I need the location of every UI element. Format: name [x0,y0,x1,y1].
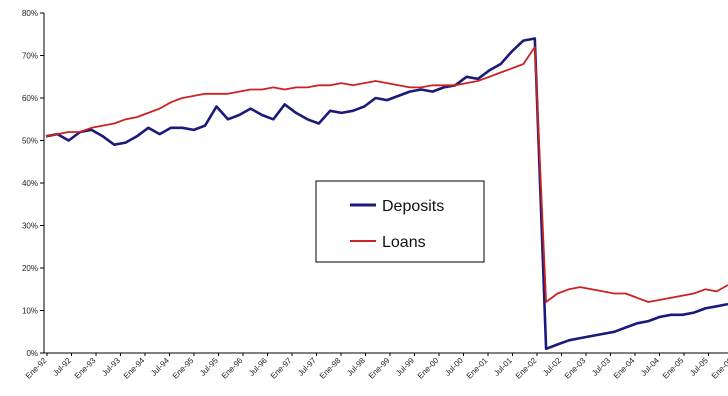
x-tick-label: Ene-00 [416,356,441,381]
x-tick-label: Ene-94 [122,356,147,381]
x-tick-label: Jul-96 [247,356,269,378]
x-tick-label: Ene-93 [73,356,98,381]
y-tick-label: 80% [22,9,38,18]
y-tick-label: 10% [22,307,38,316]
x-tick-label: Jul-04 [639,356,661,378]
x-tick-label: Jul-99 [394,356,416,378]
y-tick-label: 60% [22,94,38,103]
y-tick-label: 40% [22,179,38,188]
legend: Deposits Loans [315,180,485,263]
x-tick-label: Jul-00 [443,356,465,378]
x-tick-label: Ene-97 [269,356,294,381]
x-tick-label: Ene-03 [563,356,588,381]
x-tick-label: Jul-01 [492,356,514,378]
x-axis: Ene-92 Jul-92 Ene-93 Jul-93 Ene-94 Jul-94 Ene-… [24,352,728,381]
x-tick-label: Ene-04 [612,356,637,381]
x-tick-label: Jul-03 [590,356,612,378]
x-tick-label: Jul-97 [296,356,318,378]
x-tick-label: Ene-06 [710,356,728,381]
y-tick-label: 30% [22,222,38,231]
legend-box [315,180,485,263]
y-tick-label: 0% [26,349,38,358]
x-tick-label: Jul-05 [688,356,710,378]
x-tick-label: Ene-95 [171,356,196,381]
legend-label-deposits: Deposits [382,198,444,215]
x-tick-label: Ene-99 [367,356,392,381]
x-tick-label: Ene-02 [514,356,539,381]
x-tick-label: Ene-05 [661,356,686,381]
x-tick-label: Jul-92 [51,356,73,378]
x-tick-label: Ene-01 [465,356,490,381]
x-tick-label: Jul-95 [198,356,220,378]
x-tick-label: Jul-98 [345,356,367,378]
legend-label-loans: Loans [382,234,426,251]
x-tick-label: Jul-02 [541,356,563,378]
x-tick-label: Jul-94 [149,356,171,378]
x-tick-label: Ene-92 [24,356,49,381]
y-tick-label: 70% [22,52,38,61]
series-line-loans [45,46,728,303]
x-tick-label: Jul-93 [100,356,122,378]
series-line-deposits [45,37,728,351]
series-lines [45,37,728,351]
y-axis: 0% 10% 20% 30% 40% 50% 60% 70% 80% [22,9,45,358]
x-tick-label: Ene-96 [220,356,245,381]
y-tick-label: 50% [22,137,38,146]
y-tick-label: 20% [22,264,38,273]
x-tick-label: Ene-98 [318,356,343,381]
